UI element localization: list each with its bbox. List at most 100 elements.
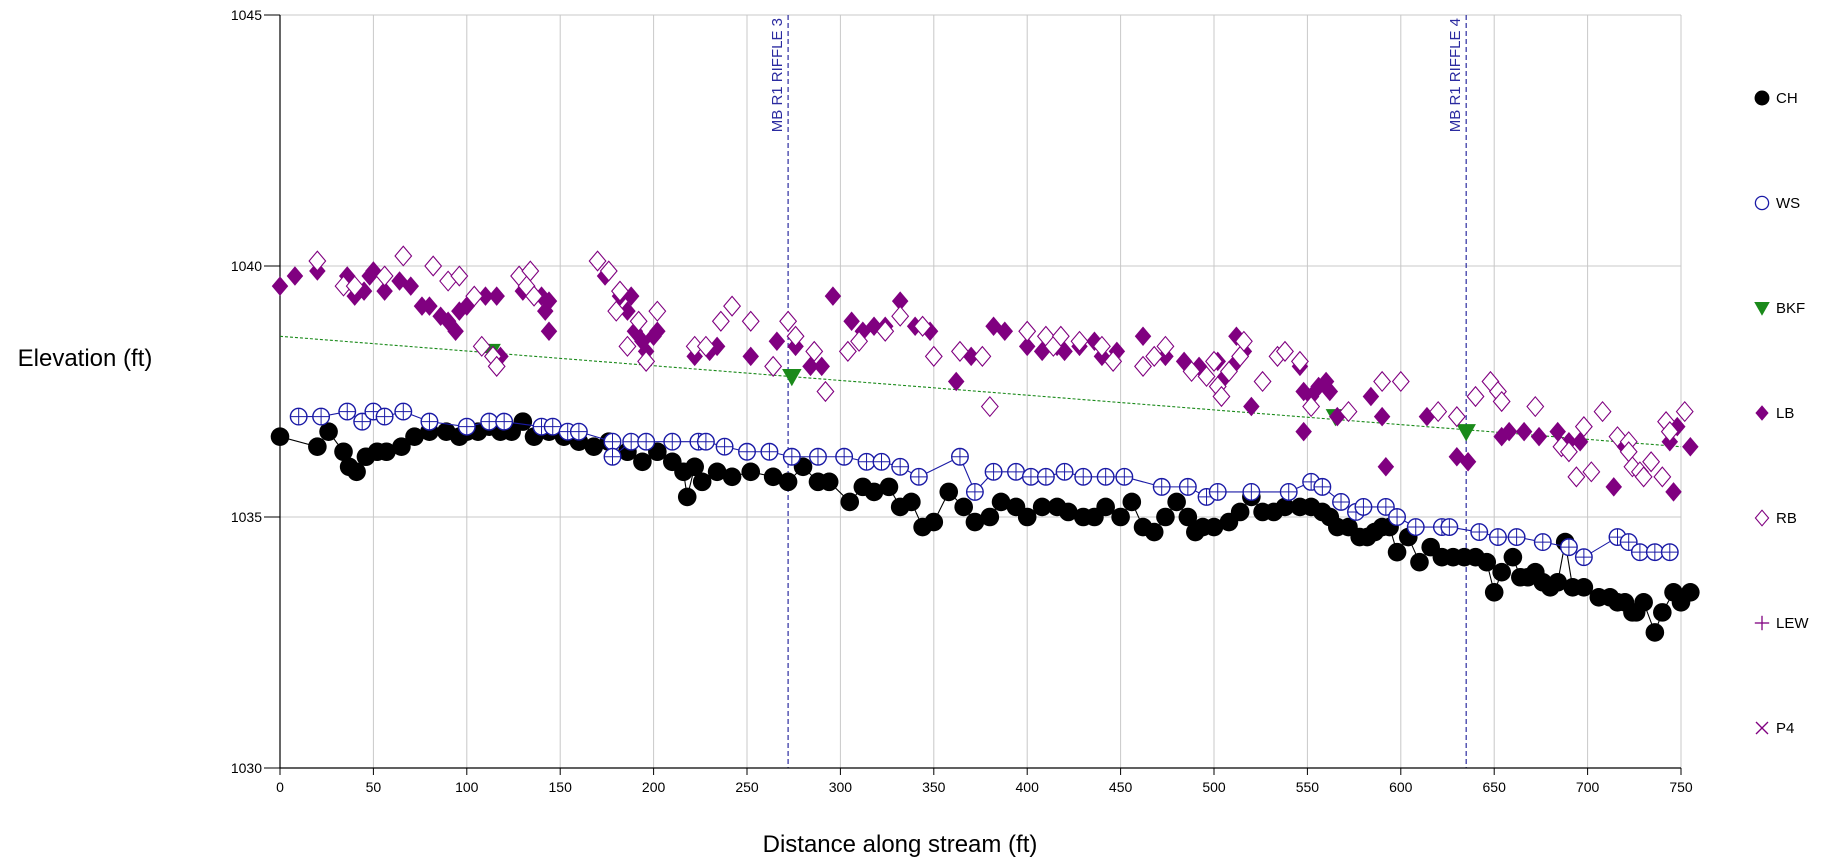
data-point (1410, 552, 1429, 572)
data-point (1197, 365, 1216, 388)
data-point (1096, 497, 1115, 517)
data-point (843, 311, 860, 331)
x-tick-label: 50 (366, 779, 382, 795)
data-point (891, 305, 910, 327)
annotations: MB R1 RIFFLE 3 MB R1 RIFFLE 4 (769, 15, 1467, 768)
data-point (375, 265, 394, 287)
y-tick-label: 1045 (231, 7, 262, 23)
data-point (1634, 593, 1653, 612)
data-point (1634, 466, 1653, 488)
data-point (1567, 466, 1586, 488)
data-point (1373, 370, 1392, 393)
data-point (1755, 405, 1769, 421)
annotation-label: MB R1 RIFFLE 4 (1447, 18, 1464, 132)
data-point (405, 427, 424, 446)
data-point (1122, 492, 1142, 512)
data-point (648, 300, 667, 322)
data-point (1275, 497, 1295, 517)
data-point (741, 310, 760, 332)
data-point (402, 276, 420, 296)
data-point (447, 321, 464, 342)
data-point (1373, 406, 1391, 427)
data-point (1339, 400, 1358, 423)
data-point (1492, 390, 1511, 413)
data-point (1653, 603, 1672, 622)
data-point (271, 276, 289, 296)
data-point (1492, 562, 1511, 582)
data-point (618, 335, 637, 357)
legend-item-ws: WS (1754, 195, 1800, 212)
data-point (1205, 350, 1223, 372)
data-point (607, 300, 626, 322)
x-axis-title: Distance along stream (ft) (763, 831, 1038, 858)
data-point (1231, 345, 1250, 367)
data-point (270, 427, 290, 446)
data-point (619, 301, 636, 321)
data-point (472, 335, 491, 357)
data-point (685, 457, 704, 477)
data-point (1681, 583, 1700, 602)
data-point (711, 310, 730, 332)
x-tick-label: 250 (735, 779, 759, 795)
data-point (1134, 355, 1152, 378)
legend-item-lew: LEW (1754, 615, 1809, 632)
data-point (1548, 572, 1568, 592)
data-point (1391, 370, 1410, 393)
data-point (537, 301, 554, 321)
legend-item-bkf: BKF (1754, 300, 1805, 317)
legend: CH WS BKF LB RB LEW P4 (1754, 90, 1809, 737)
x-tick-label: 450 (1109, 779, 1133, 795)
data-point (1754, 90, 1770, 106)
legend-item-ch: CH (1754, 90, 1798, 107)
data-point (677, 487, 697, 507)
data-point (913, 315, 932, 337)
data-point (768, 331, 786, 352)
data-point (513, 412, 533, 431)
data-point (1134, 326, 1152, 347)
data-point (779, 310, 798, 332)
data-point (1574, 416, 1593, 438)
data-point (334, 442, 353, 462)
legend-label: P4 (1776, 720, 1794, 737)
data-point (477, 286, 494, 306)
data-point (891, 291, 909, 311)
data-point (1290, 350, 1309, 372)
data-point (1156, 335, 1175, 357)
legend-label: RB (1776, 510, 1797, 527)
x-tick-label: 300 (829, 779, 853, 795)
data-point (1593, 400, 1612, 423)
data-point (649, 321, 666, 342)
data-point (965, 512, 985, 532)
data-point (1526, 395, 1545, 418)
y-tick-label: 1030 (231, 760, 262, 776)
data-point (1276, 340, 1294, 362)
data-point (487, 355, 506, 378)
legend-label: BKF (1776, 300, 1805, 317)
data-point (819, 472, 839, 492)
data-point (764, 355, 783, 378)
data-point (805, 340, 824, 362)
data-point (1642, 451, 1661, 473)
data-point (1682, 436, 1699, 457)
legend-item-rb: RB (1754, 509, 1797, 527)
data-point (1156, 507, 1175, 527)
data-point (1605, 477, 1623, 497)
series-layer (270, 245, 1700, 642)
bkf-trendline (279, 335, 1682, 448)
data-point (1645, 623, 1665, 642)
data-point (876, 320, 895, 342)
annotation-label: MB R1 RIFFLE 3 (769, 18, 786, 132)
data-point (308, 437, 327, 457)
data-point (1429, 400, 1448, 423)
data-point (1559, 441, 1578, 463)
data-point (1018, 320, 1037, 342)
data-point (1230, 502, 1250, 522)
data-point (1182, 360, 1201, 383)
data-point (813, 356, 830, 377)
data-point (1321, 381, 1339, 402)
data-point (741, 462, 761, 482)
data-point (1070, 330, 1089, 352)
data-point (637, 350, 656, 372)
data-point (1754, 195, 1770, 211)
data-point (1530, 426, 1548, 447)
